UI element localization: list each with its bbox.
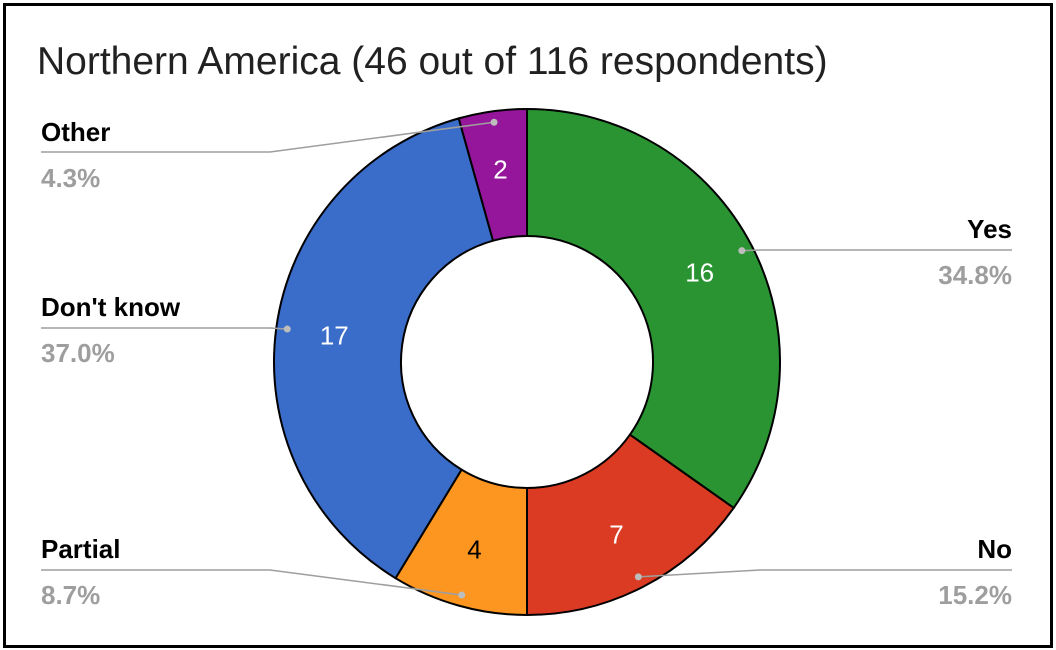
callout-percent-partial: 8.7%: [41, 580, 100, 610]
leader-dot-partial: [458, 591, 466, 599]
callout-name-don-t-know: Don't know: [41, 292, 181, 322]
slices: [273, 107, 781, 617]
slice-other: [457, 107, 528, 242]
leader-dot-yes: [738, 247, 746, 255]
slice-value-yes: 16: [685, 258, 714, 288]
callout-percent-yes: 34.8%: [938, 260, 1012, 290]
chart-title: Northern America (46 out of 116 responde…: [37, 40, 828, 83]
leader-line-other: [41, 121, 495, 153]
callout-percent-other: 4.3%: [41, 163, 100, 193]
slice-yes: [526, 107, 781, 510]
slice-value-partial: 4: [467, 534, 481, 564]
labels: 16 Yes 34.8% 7 No 15.2% 4 Partial 8.7% 17 Don't kn…: [41, 117, 1012, 610]
callout-name-yes: Yes: [967, 214, 1012, 244]
callout-name-other: Other: [41, 117, 110, 147]
leader-line-partial: [41, 569, 462, 596]
leader-dot-no: [634, 573, 642, 581]
slice-no: [526, 433, 736, 617]
callout-percent-don-t-know: 37.0%: [41, 338, 115, 368]
leader-dot-other: [490, 118, 498, 126]
leader-dot-don-t-know: [283, 325, 291, 333]
callout-name-no: No: [977, 534, 1012, 564]
leader-lines: [41, 118, 1012, 599]
leader-line-yes: [741, 249, 1012, 252]
slice-value-no: 7: [609, 520, 623, 550]
leader-line-no: [638, 569, 1012, 578]
leader-line-don-t-know: [41, 327, 288, 330]
slice-value-don-t-know: 17: [320, 321, 349, 351]
slice-value-other: 2: [493, 154, 507, 184]
slice-don-t-know: [273, 117, 495, 580]
callout-name-partial: Partial: [41, 534, 121, 564]
callout-percent-no: 15.2%: [938, 580, 1012, 610]
